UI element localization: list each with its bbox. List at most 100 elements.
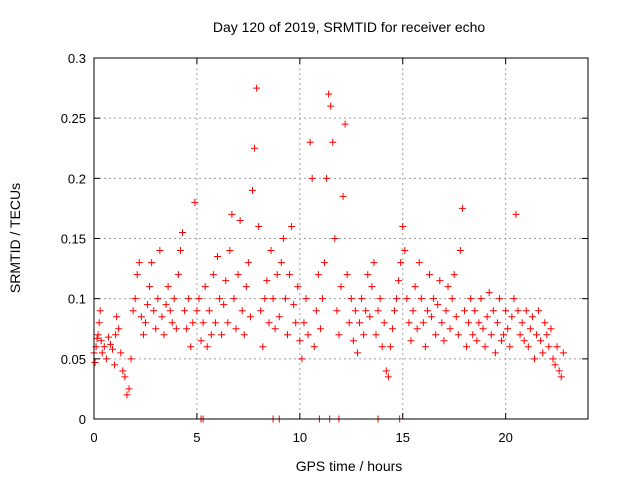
data-point: [306, 138, 314, 146]
data-point: [271, 325, 279, 333]
data-point: [502, 307, 510, 315]
data-point: [366, 313, 374, 321]
data-point: [310, 343, 318, 351]
data-point: [191, 198, 199, 206]
data-point: [388, 325, 396, 333]
data-point: [333, 307, 341, 315]
data-point: [528, 313, 536, 321]
data-point: [386, 343, 394, 351]
data-point: [370, 259, 378, 267]
y-tick-label: 0.3: [68, 51, 86, 66]
data-point: [162, 301, 170, 309]
data-point: [487, 331, 495, 339]
data-point: [551, 361, 559, 369]
data-point: [253, 84, 261, 92]
data-point: [93, 334, 101, 342]
data-point: [199, 319, 207, 327]
data-point: [510, 295, 518, 303]
data-point: [193, 307, 201, 315]
data-point: [485, 289, 493, 297]
data-point: [230, 295, 238, 303]
data-point: [207, 331, 215, 339]
data-point: [286, 271, 294, 279]
data-point: [434, 301, 442, 309]
data-point: [139, 331, 147, 339]
data-point: [535, 307, 543, 315]
data-point: [325, 90, 333, 98]
data-point: [411, 283, 419, 291]
data-point: [452, 313, 460, 321]
data-point: [117, 349, 125, 357]
data-point: [174, 271, 182, 279]
data-point: [448, 295, 456, 303]
data-point: [267, 247, 275, 255]
data-point: [518, 319, 526, 327]
data-point: [364, 271, 372, 279]
y-tick-label: 0.15: [61, 232, 86, 247]
data-point: [481, 343, 489, 351]
data-point: [127, 355, 135, 363]
data-point: [121, 373, 129, 381]
data-point: [251, 144, 259, 152]
data-point: [430, 295, 438, 303]
data-point: [97, 337, 105, 345]
data-point: [475, 319, 483, 327]
data-point: [526, 325, 534, 333]
data-point: [382, 367, 390, 375]
data-point: [395, 277, 403, 285]
data-point: [296, 337, 304, 345]
data-point: [111, 361, 119, 369]
data-point: [176, 247, 184, 255]
data-point: [506, 343, 514, 351]
x-tick-label: 5: [193, 430, 200, 445]
data-point: [261, 295, 269, 303]
data-point: [257, 307, 265, 315]
data-point: [152, 325, 160, 333]
data-point: [181, 307, 189, 315]
data-point: [549, 355, 557, 363]
data-point: [214, 253, 221, 261]
data-point: [423, 307, 431, 315]
data-point: [323, 174, 331, 182]
data-point: [442, 307, 450, 315]
data-point: [530, 355, 538, 363]
data-point: [356, 319, 364, 327]
data-point: [376, 295, 384, 303]
data-point: [329, 138, 337, 146]
data-point: [308, 174, 316, 182]
data-point: [211, 319, 219, 327]
data-point: [148, 259, 156, 267]
data-point: [203, 343, 211, 351]
data-point: [419, 319, 427, 327]
data-point: [458, 204, 466, 212]
y-tick-label: 0.05: [61, 352, 86, 367]
data-point: [232, 325, 240, 333]
data-point: [248, 186, 256, 194]
data-point: [112, 331, 120, 339]
data-point: [331, 235, 339, 242]
data-point: [413, 325, 421, 333]
data-point: [154, 295, 162, 303]
data-point: [337, 283, 345, 291]
data-point: [166, 307, 174, 315]
data-point: [351, 307, 359, 315]
data-point: [224, 319, 232, 327]
y-tick-label: 0: [79, 412, 86, 427]
data-point: [189, 319, 197, 327]
y-axis-label: SRMTID / TECUs: [7, 183, 23, 293]
data-point: [273, 271, 281, 279]
data-point: [312, 307, 320, 315]
data-point: [456, 247, 464, 255]
data-points: [90, 84, 567, 399]
data-point: [218, 331, 226, 339]
data-point: [104, 333, 112, 341]
data-point: [516, 331, 524, 339]
data-point: [553, 343, 561, 351]
data-point: [374, 307, 382, 315]
data-point: [160, 331, 168, 339]
data-point: [156, 247, 164, 255]
data-point: [467, 295, 475, 303]
data-point: [288, 222, 296, 230]
